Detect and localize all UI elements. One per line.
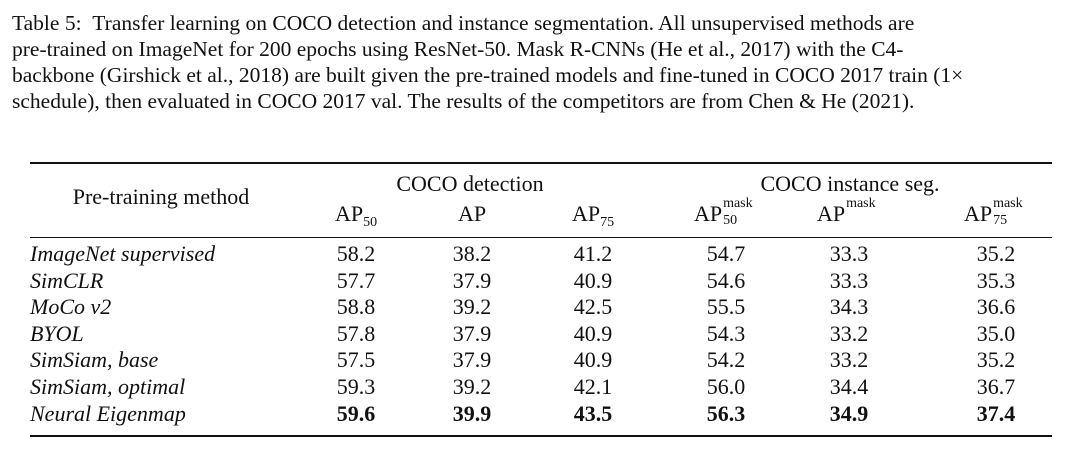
table-cell-value: 57.8 [336,320,376,346]
table-bottom-rule [30,435,1052,437]
table-cell-value: 42.1 [573,374,613,399]
table-cell-value: 33.3 [829,267,869,293]
table-cell-value: 34.9 [829,400,869,426]
table-cell-value: 35.3 [976,267,1016,293]
table-cell-value: 36.6 [976,294,1016,320]
table-cell-value: 38.2 [452,241,492,266]
metric-header-superscript: mask [846,196,876,211]
table-cell-value: 33.2 [829,347,869,373]
caption-line-3: backbone (Girshick et al., 2018) are bui… [12,63,964,87]
metric-header-scripts: mask 50 [722,197,758,228]
table-row-method: SimSiam, base [30,347,159,373]
table-cell-value: 34.4 [829,374,869,399]
table-header-rule [30,237,1052,239]
metric-header-4: AP mask 50 [693,197,758,228]
table-cell-value: 58.2 [336,241,376,266]
table-cell-value: 33.3 [829,241,869,266]
table-row-method: SimSiam, optimal [30,374,186,399]
metric-header-2: AP [458,201,486,227]
table-cell-value: 37.9 [452,347,492,373]
table-cell-value: 56.3 [706,400,746,426]
table-cell-value: 39.9 [452,400,492,426]
table-row-method: MoCo v2 [30,294,112,320]
metric-header-superscript: mask [723,196,753,211]
table-cell-value: 37.9 [452,267,492,293]
table-cell-value: 35.2 [976,347,1016,373]
table-cell-value: 37.9 [452,320,492,346]
table-cell-value: 42.5 [573,294,613,320]
metric-header-1: AP50 [335,201,377,231]
table-row-method: SimCLR [30,267,104,293]
table-cell-value: 40.9 [573,320,613,346]
table-cell-value: 33.2 [829,320,869,346]
metric-header-subscript: 50 [723,213,738,228]
table-row-method: BYOL [30,320,84,346]
table-cell-value: 54.2 [706,347,746,373]
table-cell-value: 57.7 [336,267,376,293]
metric-header-base: AP [963,201,993,226]
metric-header-base: AP [334,201,364,226]
metric-header-base: AP [816,201,846,226]
metric-header-subscript: 75 [600,215,615,230]
table-cell-value: 37.4 [976,400,1016,426]
caption-line-2: pre-trained on ImageNet for 200 epochs u… [12,37,904,61]
group-header-instance-seg: COCO instance seg. [760,171,940,196]
metric-header-3: AP75 [572,201,614,231]
table-cell-value: 54.6 [706,267,746,293]
caption-line-1: Table 5: Transfer learning on COCO detec… [12,10,1072,36]
metric-header-scripts: mask [845,197,881,227]
metric-header-base: AP [693,201,723,226]
table-cell-value: 58.8 [336,294,376,320]
metric-header-5: AP mask [816,197,881,227]
table-cell-value: 41.2 [573,241,613,266]
table-cell-value: 39.2 [452,374,492,399]
table-cell-value: 36.7 [976,374,1016,399]
table-cell-value: 54.7 [706,241,746,266]
metric-header-6: AP mask 75 [963,197,1028,228]
table-cell-value: 59.3 [336,374,376,399]
metric-header-subscript: 50 [363,215,378,230]
caption-label: Table 5: [12,11,82,35]
table-cell-value: 57.5 [336,347,376,373]
metric-header-scripts: mask 75 [992,197,1028,228]
metric-header-superscript: mask [993,196,1023,211]
group-header-detection: COCO detection [396,171,544,196]
metric-header-base: AP [571,201,601,226]
table-cell-value: 54.3 [706,320,746,346]
table-cell-value: 43.5 [573,400,613,426]
table-cell-value: 55.5 [706,294,746,320]
table-cell-value: 40.9 [573,267,613,293]
method-column-header: Pre-training method [72,184,250,209]
table-row-method: Neural Eigenmap [30,400,186,426]
metric-header-subscript: 75 [993,213,1008,228]
table-cell-value: 56.0 [706,374,746,399]
metric-header-base: AP [457,201,487,226]
table-cell-value: 34.3 [829,294,869,320]
table-cell-value: 40.9 [573,347,613,373]
table-top-rule [30,162,1052,164]
caption-text-1: Transfer learning on COCO detection and … [92,11,915,35]
table-row-method: ImageNet supervised [30,241,216,266]
table-caption: Table 5: Transfer learning on COCO detec… [12,10,1072,114]
caption-line-4: schedule), then evaluated in COCO 2017 v… [12,89,915,113]
table-cell-value: 35.2 [976,241,1016,266]
table-cell-value: 35.0 [976,320,1016,346]
table-cell-value: 59.6 [336,400,376,426]
table-cell-value: 39.2 [452,294,492,320]
